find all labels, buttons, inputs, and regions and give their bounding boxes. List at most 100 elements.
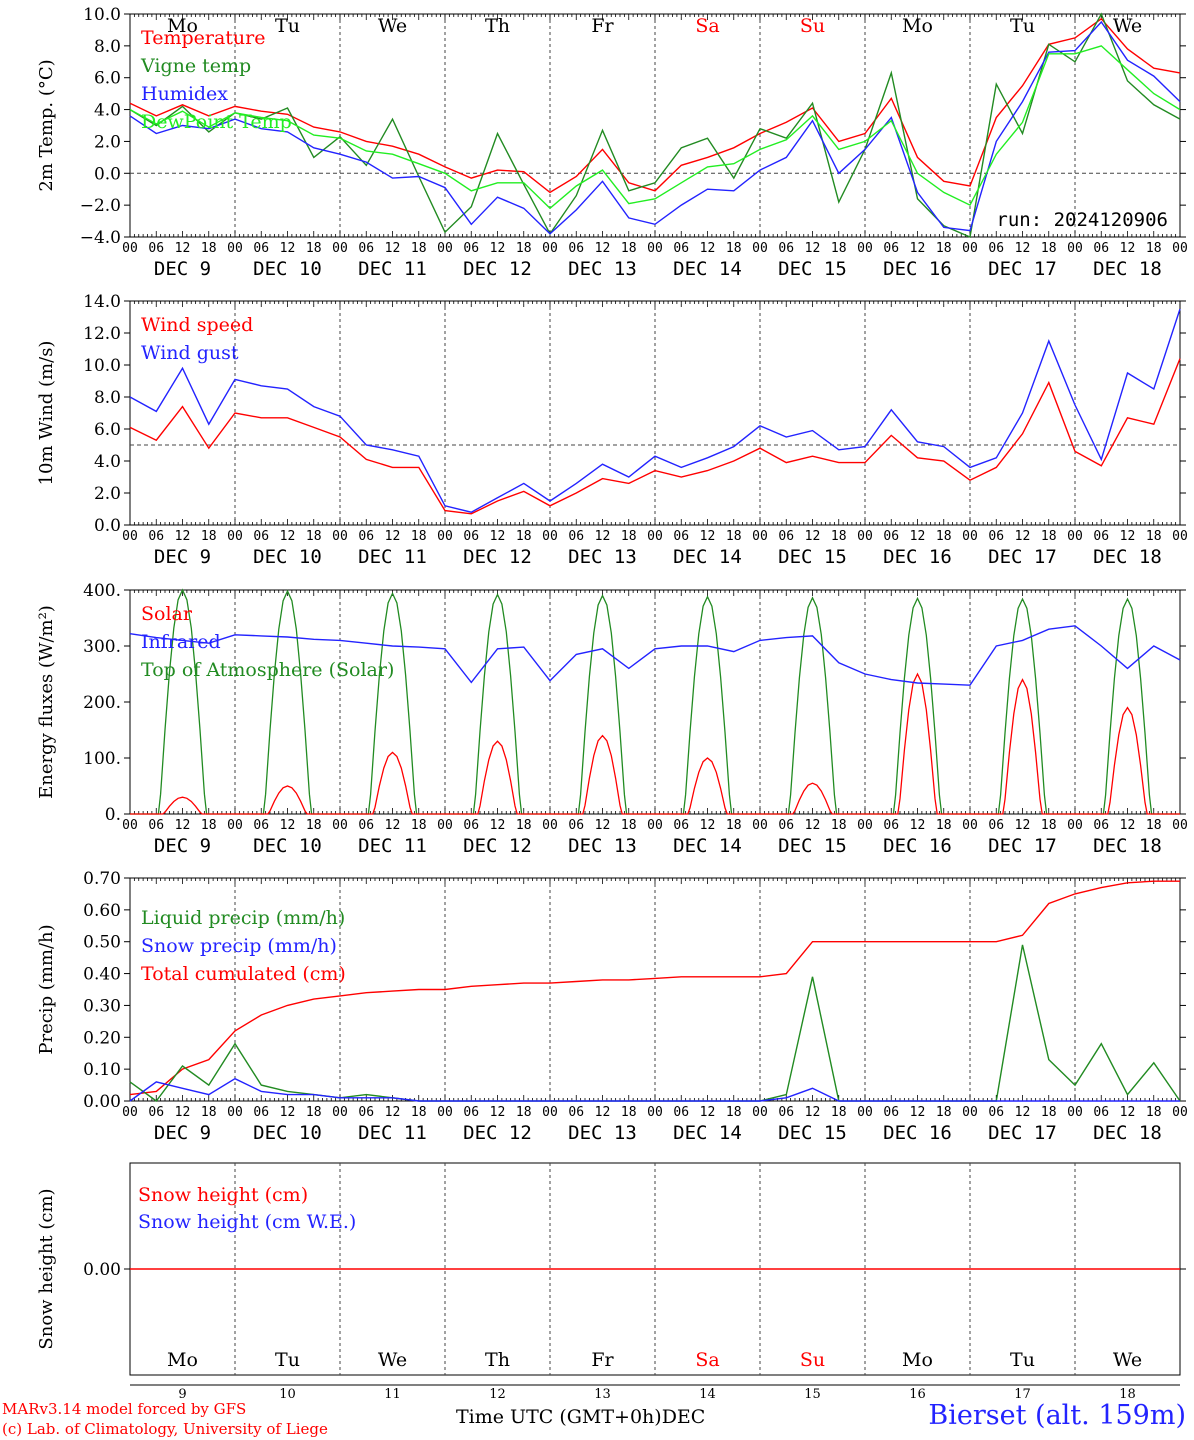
hour-tick-label: 06 bbox=[778, 241, 794, 256]
legend-entry: Liquid precip (mm/h) bbox=[141, 907, 345, 929]
hour-tick-label: 00 bbox=[962, 241, 978, 256]
date-label: DEC 11 bbox=[358, 258, 427, 280]
y-tick-label: 200. bbox=[83, 693, 121, 713]
hour-tick-label: 18 bbox=[1041, 818, 1057, 833]
day-number-bottom: 13 bbox=[594, 1387, 611, 1402]
date-label: DEC 9 bbox=[154, 835, 211, 857]
y-axis-label: 2m Temp. (°C) bbox=[36, 59, 57, 191]
hour-tick-label: 06 bbox=[148, 1105, 164, 1120]
hour-tick-label: 00 bbox=[542, 1105, 558, 1120]
series-line bbox=[129, 17, 1181, 194]
hour-tick-label: 18 bbox=[831, 241, 847, 256]
hour-tick-label: 06 bbox=[568, 1105, 584, 1120]
hour-tick-label: 12 bbox=[1015, 529, 1031, 544]
date-label: DEC 18 bbox=[1093, 1122, 1162, 1144]
day-name-bottom: Tu bbox=[1010, 1349, 1035, 1371]
y-axis-label: Precip (mm/h) bbox=[36, 924, 57, 1054]
hour-tick-label: 12 bbox=[385, 529, 401, 544]
hour-tick-label: 18 bbox=[516, 529, 532, 544]
y-tick-label: 0.20 bbox=[83, 1028, 121, 1048]
hour-tick-label: 06 bbox=[358, 529, 374, 544]
date-label: DEC 14 bbox=[673, 835, 742, 857]
date-label: DEC 9 bbox=[154, 546, 211, 568]
hour-tick-label: 06 bbox=[463, 241, 479, 256]
hour-tick-label: 18 bbox=[726, 1105, 742, 1120]
y-tick-label: 400. bbox=[83, 581, 121, 601]
series-line bbox=[129, 358, 1181, 515]
hour-tick-label: 00 bbox=[332, 818, 348, 833]
hour-tick-label: 06 bbox=[358, 1105, 374, 1120]
y-tick-label: 0.50 bbox=[83, 933, 121, 953]
date-label: DEC 17 bbox=[988, 258, 1057, 280]
hour-tick-label: 06 bbox=[253, 241, 269, 256]
hour-tick-label: 18 bbox=[726, 818, 742, 833]
hour-tick-label: 12 bbox=[805, 1105, 821, 1120]
date-label: DEC 12 bbox=[463, 546, 532, 568]
day-name-top: We bbox=[1113, 15, 1142, 37]
series-line bbox=[129, 308, 1181, 513]
hour-tick-label: 12 bbox=[175, 818, 191, 833]
legend-entry: Wind gust bbox=[141, 342, 239, 364]
hour-tick-label: 12 bbox=[1015, 818, 1031, 833]
hour-tick-label: 18 bbox=[306, 1105, 322, 1120]
hour-tick-label: 12 bbox=[595, 818, 611, 833]
hour-tick-label: 00 bbox=[437, 241, 453, 256]
hour-tick-label: 18 bbox=[621, 241, 637, 256]
day-number-bottom: 9 bbox=[178, 1387, 186, 1402]
hour-tick-label: 00 bbox=[962, 818, 978, 833]
legend-entry: Top of Atmosphere (Solar) bbox=[141, 659, 394, 681]
hour-tick-label: 18 bbox=[201, 818, 217, 833]
hour-tick-label: 18 bbox=[1146, 1105, 1162, 1120]
hour-tick-label: 00 bbox=[857, 818, 873, 833]
date-label: DEC 12 bbox=[463, 1122, 532, 1144]
hour-tick-label: 18 bbox=[1041, 529, 1057, 544]
day-name-bottom: Mo bbox=[167, 1349, 198, 1371]
y-tick-label: 0.00 bbox=[83, 1092, 121, 1112]
hour-tick-label: 12 bbox=[1120, 1105, 1136, 1120]
hour-tick-label: 00 bbox=[332, 241, 348, 256]
hour-tick-label: 00 bbox=[752, 241, 768, 256]
y-axis-label: Snow height (cm) bbox=[36, 1188, 57, 1349]
hour-tick-label: 06 bbox=[1093, 1105, 1109, 1120]
hour-tick-label: 18 bbox=[726, 241, 742, 256]
hour-tick-label: 06 bbox=[883, 241, 899, 256]
date-label: DEC 18 bbox=[1093, 835, 1162, 857]
y-tick-label: 14.0 bbox=[83, 292, 121, 312]
hour-tick-label: 00 bbox=[437, 1105, 453, 1120]
hour-tick-label: 18 bbox=[621, 818, 637, 833]
hour-tick-label: 00 bbox=[437, 818, 453, 833]
hour-tick-label: 12 bbox=[595, 1105, 611, 1120]
hour-tick-label: 18 bbox=[306, 818, 322, 833]
hour-tick-label: 18 bbox=[936, 529, 952, 544]
hour-tick-label: 12 bbox=[490, 241, 506, 256]
day-name-top: Sa bbox=[695, 15, 719, 37]
series-line bbox=[129, 1077, 1180, 1102]
day-number-bottom: 16 bbox=[909, 1387, 926, 1402]
hour-tick-label: 06 bbox=[1093, 818, 1109, 833]
hour-tick-label: 06 bbox=[253, 818, 269, 833]
hour-tick-label: 12 bbox=[385, 241, 401, 256]
hour-tick-label: 12 bbox=[700, 1105, 716, 1120]
y-tick-label: 12.0 bbox=[83, 324, 121, 344]
hour-tick-label: 12 bbox=[805, 529, 821, 544]
hour-tick-label: 00 bbox=[647, 529, 663, 544]
day-name-bottom: Tu bbox=[275, 1349, 300, 1371]
hour-tick-label: 06 bbox=[568, 818, 584, 833]
series-line-toa-solar bbox=[130, 588, 1180, 815]
hour-tick-label: 18 bbox=[411, 1105, 427, 1120]
day-name-bottom: Mo bbox=[902, 1349, 933, 1371]
date-label: DEC 16 bbox=[883, 835, 952, 857]
hour-tick-label: 00 bbox=[962, 529, 978, 544]
hour-tick-label: 12 bbox=[175, 1105, 191, 1120]
hour-tick-label: 18 bbox=[1146, 529, 1162, 544]
hour-tick-label: 00 bbox=[227, 1105, 243, 1120]
y-tick-label: 4.0 bbox=[94, 101, 121, 121]
legend-entry: Infrared bbox=[141, 631, 221, 653]
hour-tick-label: 06 bbox=[673, 818, 689, 833]
hour-tick-label: 18 bbox=[201, 241, 217, 256]
hour-tick-label: 00 bbox=[122, 1105, 138, 1120]
hour-tick-label: 06 bbox=[883, 818, 899, 833]
hour-tick-label: 00 bbox=[122, 529, 138, 544]
date-label: DEC 13 bbox=[568, 546, 637, 568]
hour-tick-label: 12 bbox=[1120, 241, 1136, 256]
